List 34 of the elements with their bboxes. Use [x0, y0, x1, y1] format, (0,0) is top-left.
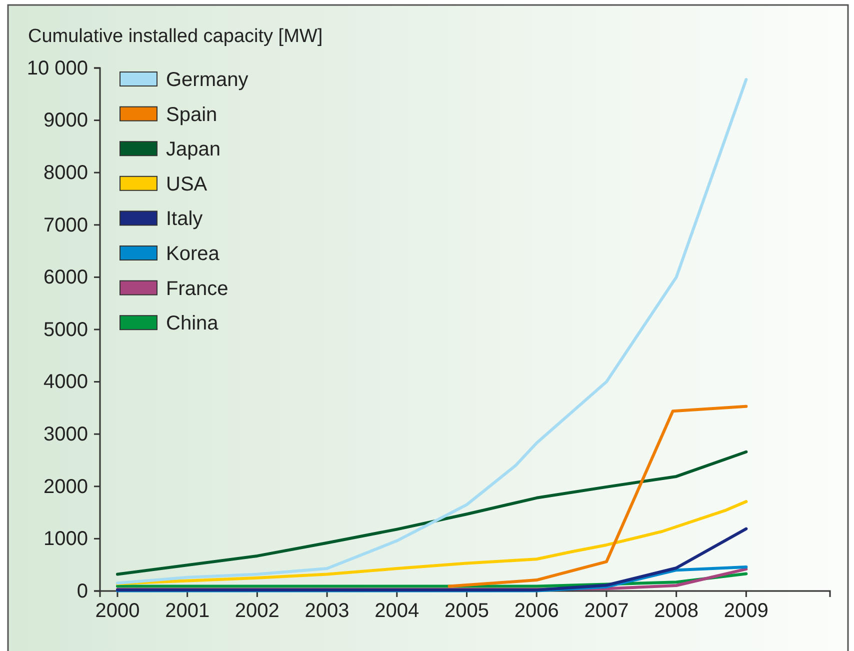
- line-series: [116, 450, 748, 576]
- x-tick-label: 2002: [234, 600, 280, 622]
- legend-label: Germany: [166, 69, 248, 91]
- legend-label: Japan: [166, 138, 220, 161]
- legend-label: Spain: [166, 104, 218, 126]
- legend-label: Korea: [166, 243, 220, 265]
- y-tick-label: 9000: [44, 110, 88, 132]
- y-tick-label: 0: [76, 580, 88, 602]
- y-tick-label: 6000: [44, 266, 88, 289]
- y-tick-label: 8000: [44, 162, 88, 184]
- legend-label: USA: [166, 173, 208, 196]
- y-tick-label: 4000: [44, 371, 88, 394]
- x-tick-label: 2009: [724, 600, 768, 622]
- x-tick-label: 2005: [444, 600, 489, 622]
- legend-label: China: [166, 312, 220, 335]
- line-series: [116, 527, 748, 592]
- y-tick-label: 3000: [44, 424, 88, 446]
- y-tick-label: 5000: [44, 318, 88, 341]
- x-tick-label: 2004: [374, 600, 420, 622]
- line-series: [116, 500, 748, 586]
- y-tick-label: 2000: [44, 476, 88, 498]
- x-tick-label: 2003: [304, 600, 350, 622]
- y-tick-label: 7000: [44, 214, 88, 236]
- y-tick-label: 10 000: [26, 57, 88, 80]
- x-tick-label: 2007: [584, 600, 629, 622]
- y-axis-title: Cumulative installed capacity [MW]: [28, 26, 323, 47]
- x-tick-label: 2001: [165, 600, 210, 622]
- x-tick-label: 2006: [514, 600, 559, 622]
- x-tick-label: 2000: [95, 600, 140, 622]
- y-tick-label: 1000: [44, 528, 88, 550]
- legend-label: France: [166, 278, 228, 300]
- x-tick-label: 2008: [654, 600, 699, 622]
- legend-label: Italy: [166, 208, 203, 230]
- line-series: [448, 404, 748, 588]
